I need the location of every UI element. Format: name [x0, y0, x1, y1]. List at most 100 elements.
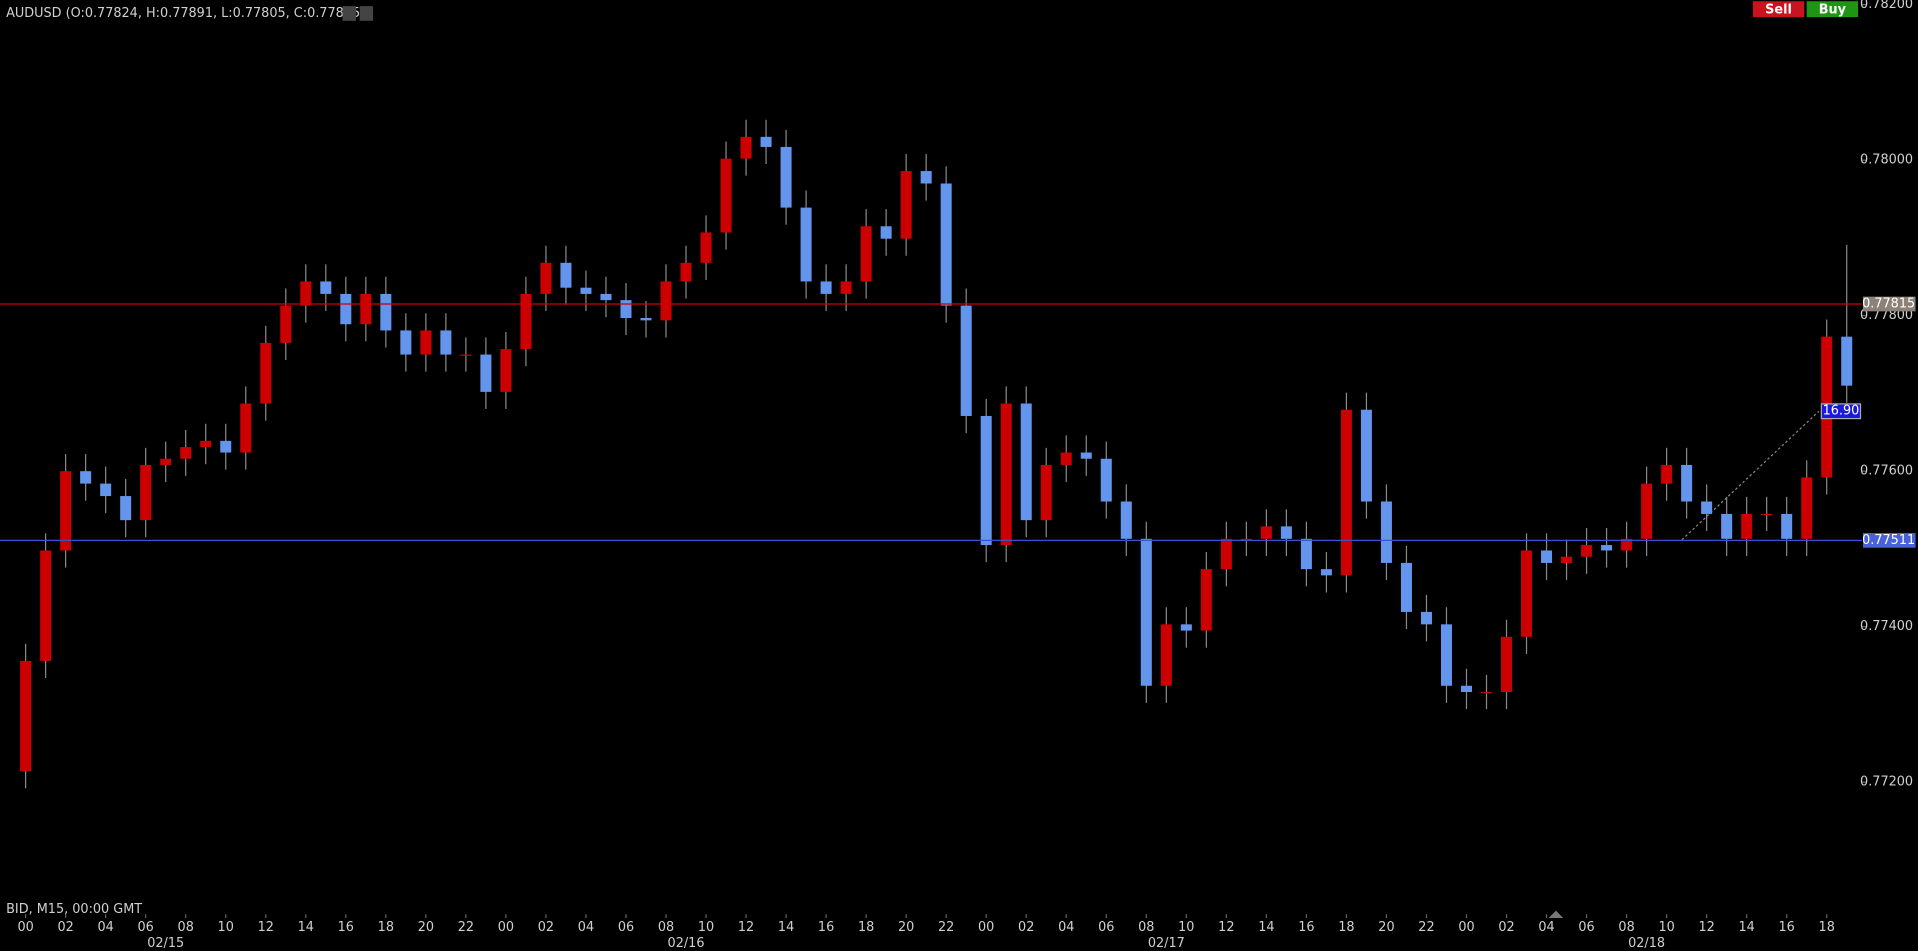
- x-tick-label: 20: [1378, 920, 1394, 935]
- candle-body: [1521, 550, 1533, 637]
- candle-body: [880, 226, 892, 239]
- candle-body: [1420, 611, 1432, 625]
- scroll-marker[interactable]: [1548, 910, 1564, 918]
- candle-body: [460, 354, 472, 356]
- x-tick-label: 20: [898, 920, 914, 935]
- candle-body: [180, 447, 192, 459]
- annotation-box: [1820, 403, 1862, 420]
- trade-button-label[interactable]: Sell: [1765, 2, 1792, 17]
- y-tick-label: 0.77800: [1860, 308, 1913, 323]
- candle-body: [1841, 336, 1853, 386]
- candle-body: [420, 330, 432, 355]
- x-tick-label: 04: [98, 920, 114, 935]
- candle-body: [440, 330, 452, 355]
- x-tick-label: 20: [418, 920, 434, 935]
- candle-body: [860, 226, 872, 282]
- candle-body: [540, 262, 552, 294]
- measure-line: [1681, 410, 1820, 541]
- candle-body: [760, 136, 772, 147]
- candle-body: [640, 318, 652, 321]
- date-label: 02/15: [147, 936, 184, 951]
- x-tick-label: 00: [498, 920, 514, 935]
- candle-body: [1721, 513, 1733, 539]
- candle-body: [1200, 569, 1212, 631]
- candle-body: [620, 300, 632, 319]
- candle-body: [380, 293, 392, 331]
- candle-body: [60, 471, 72, 551]
- x-tick-label: 04: [1058, 920, 1074, 935]
- x-tick-label: 14: [1739, 920, 1755, 935]
- candle-body: [560, 262, 572, 288]
- candle-body: [1781, 513, 1793, 539]
- trade-button[interactable]: [1752, 1, 1805, 18]
- trade-button[interactable]: [1806, 1, 1859, 18]
- candle-body: [980, 415, 992, 546]
- icon[interactable]: [359, 6, 374, 21]
- x-tick-label: 18: [378, 920, 394, 935]
- candle-body: [80, 471, 92, 484]
- x-tick-label: 12: [258, 920, 274, 935]
- x-tick-label: 00: [1458, 920, 1474, 935]
- candle-body: [1601, 545, 1613, 551]
- y-tick-label: 0.77400: [1860, 619, 1913, 634]
- x-tick-label: 04: [578, 920, 594, 935]
- candle-body: [1661, 464, 1673, 484]
- candle-body: [1701, 501, 1713, 514]
- x-tick-label: 04: [1538, 920, 1554, 935]
- trade-button-label[interactable]: Buy: [1819, 2, 1847, 17]
- candle-body: [960, 305, 972, 416]
- candle-body: [1100, 458, 1112, 502]
- x-tick-label: 22: [458, 920, 474, 935]
- candle-body: [520, 293, 532, 350]
- price-level-tag: [1862, 533, 1916, 548]
- x-tick-label: 22: [1418, 920, 1434, 935]
- candle-body: [740, 136, 752, 159]
- price-level-label: 0.77815: [1862, 297, 1915, 312]
- candle-body: [1561, 556, 1573, 563]
- candle-body: [340, 293, 352, 325]
- candle-body: [900, 171, 912, 239]
- candle-body: [320, 281, 332, 294]
- candle-body: [1741, 513, 1753, 539]
- candle-body: [780, 146, 792, 208]
- date-label: 02/18: [1628, 936, 1665, 951]
- candle-body: [1020, 403, 1032, 521]
- candle-body: [260, 342, 272, 404]
- candle-body: [1641, 483, 1653, 539]
- candle-body: [580, 287, 592, 294]
- candle-body: [1360, 409, 1372, 502]
- candle-body: [1481, 691, 1493, 694]
- candle-body: [1180, 624, 1192, 631]
- x-tick-label: 12: [1698, 920, 1714, 935]
- x-tick-label: 22: [938, 920, 954, 935]
- x-tick-label: 02: [1018, 920, 1034, 935]
- candle-body: [1120, 501, 1132, 539]
- chart-title: AUDUSD (O:0.77824, H:0.77891, L:0.77805,…: [6, 6, 365, 21]
- icon[interactable]: [342, 6, 356, 21]
- candle-body: [940, 183, 952, 306]
- x-tick-label: 10: [1658, 920, 1674, 935]
- candle-body: [1220, 538, 1232, 570]
- x-tick-label: 16: [1298, 920, 1314, 935]
- price-level-label: 0.77511: [1862, 533, 1915, 548]
- x-tick-label: 08: [1618, 920, 1634, 935]
- x-tick-label: 00: [978, 920, 994, 935]
- candle-body: [1340, 409, 1352, 576]
- x-tick-label: 08: [1138, 920, 1154, 935]
- candle-body: [1501, 636, 1513, 692]
- x-tick-label: 00: [17, 920, 33, 935]
- candle-body: [480, 354, 492, 392]
- x-tick-label: 02: [57, 920, 73, 935]
- y-tick-label: 0.77600: [1860, 464, 1913, 479]
- candle-body: [40, 550, 52, 661]
- x-tick-label: 16: [818, 920, 834, 935]
- y-tick-label: 0.78200: [1860, 0, 1913, 12]
- candle-body: [920, 171, 932, 184]
- candle-body: [400, 330, 412, 355]
- x-tick-label: 06: [618, 920, 634, 935]
- annotation: 16.90: [1823, 404, 1860, 419]
- candle-body: [1541, 550, 1553, 563]
- x-tick-label: 16: [1779, 920, 1795, 935]
